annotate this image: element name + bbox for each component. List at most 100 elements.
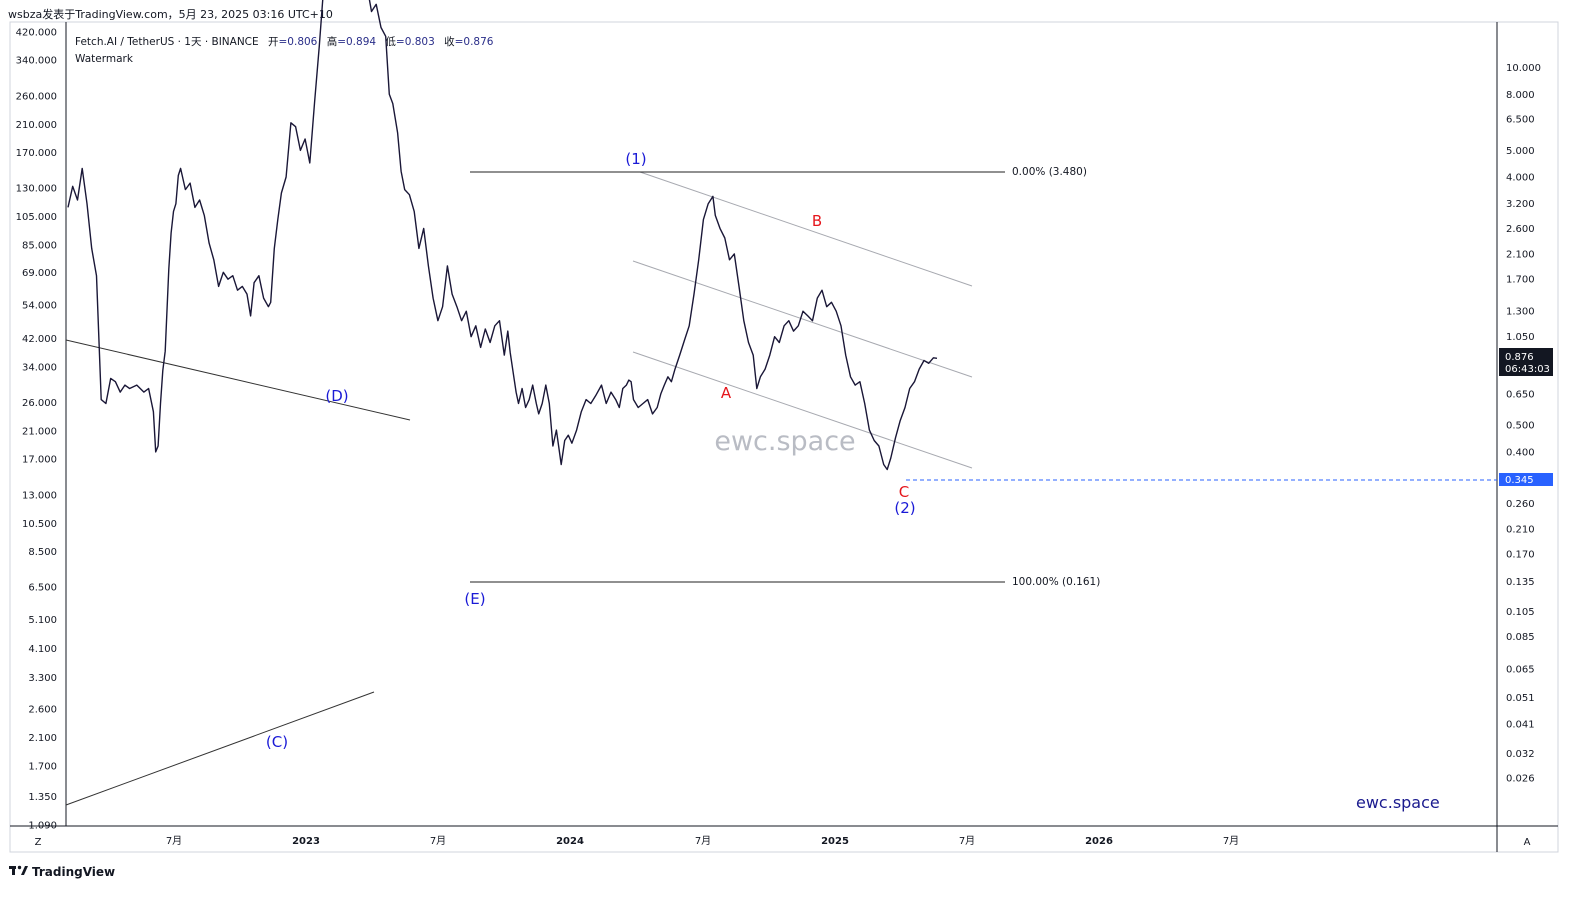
left-axis-tick-label: 2.100 xyxy=(28,733,57,744)
left-axis-tick-label: 1.350 xyxy=(28,792,57,803)
center-watermark: ewc.space xyxy=(714,426,855,457)
tradingview-wordmark: TradingView xyxy=(32,865,115,879)
bar-countdown: 06:43:03 xyxy=(1505,364,1550,375)
fib-label-0: 0.00% (3.480) xyxy=(1012,166,1087,178)
current-price-value: 0.876 xyxy=(1505,352,1534,363)
price-series-line xyxy=(67,0,938,471)
time-axis: 7月 2023 7月 2024 7月 2025 7月 2026 7月 xyxy=(166,835,1239,847)
fib-label-100: 100.00% (0.161) xyxy=(1012,576,1100,588)
trend-lines xyxy=(65,171,973,806)
left-axis-tick-label: 5.100 xyxy=(28,615,57,626)
time-axis-tick-label: 2023 xyxy=(292,836,320,847)
right-axis-tick-label: 1.300 xyxy=(1506,307,1535,318)
upper-triangle-line xyxy=(65,339,411,421)
right-axis-tick-label: 1.050 xyxy=(1506,332,1535,343)
left-axis-tick-label: 170.000 xyxy=(16,148,57,159)
wave-label-b: B xyxy=(812,212,822,230)
close-value: =0.876 xyxy=(455,36,494,48)
left-axis-tick-label: 13.000 xyxy=(22,490,57,501)
right-axis-tick-label: 0.051 xyxy=(1506,693,1535,704)
time-axis-tick-label: 7月 xyxy=(695,835,711,847)
time-axis-tick-label: 7月 xyxy=(959,835,975,847)
left-axis-tick-label: 34.000 xyxy=(22,362,57,373)
left-axis-tick-label: 105.000 xyxy=(16,212,57,223)
right-axis-tick-label: 0.085 xyxy=(1506,632,1535,643)
close-label: 收 xyxy=(444,35,455,48)
left-axis-tick-label: 1.700 xyxy=(28,761,57,772)
chart-frame xyxy=(9,21,1559,853)
right-axis-tick-label: 0.260 xyxy=(1506,499,1535,510)
right-axis-tick-label: 0.500 xyxy=(1506,421,1535,432)
left-axis-tick-label: 17.000 xyxy=(22,455,57,466)
lower-triangle-line xyxy=(65,691,375,806)
left-axis-tick-label: 210.000 xyxy=(16,120,57,131)
right-axis-tick-label: 2.600 xyxy=(1506,224,1535,235)
left-axis-tick-label: 340.000 xyxy=(16,56,57,67)
left-axis-tick-label: 42.000 xyxy=(22,334,57,345)
right-axis-tick-label: 2.100 xyxy=(1506,249,1535,260)
left-axis-tick-label: 54.000 xyxy=(22,301,57,312)
time-axis-tick-label: 7月 xyxy=(430,835,446,847)
low-label: 低 xyxy=(385,35,396,48)
wave-label-c: C xyxy=(899,483,909,501)
high-label: 高 xyxy=(327,35,338,48)
wave-label-d: (D) xyxy=(325,387,348,405)
current-price-tag[interactable]: 0.876 06:43:03 xyxy=(1499,348,1553,376)
right-axis-tick-label: 0.105 xyxy=(1506,607,1535,618)
corner-watermark: ewc.space xyxy=(1356,793,1440,812)
time-axis-tick-label: 2025 xyxy=(821,836,849,847)
left-axis-tick-label: 2.600 xyxy=(28,705,57,716)
right-axis-tick-label: 8.000 xyxy=(1506,90,1535,101)
right-axis-tick-label: 10.000 xyxy=(1506,63,1541,74)
left-axis-tick-label: 3.300 xyxy=(28,673,57,684)
wave-label-2: (2) xyxy=(894,499,915,517)
left-axis-tick-label: 420.000 xyxy=(16,28,57,39)
channel-middle-line xyxy=(632,260,973,378)
level-price-tag[interactable]: 0.345 xyxy=(1499,473,1553,486)
right-axis-tick-label: 0.026 xyxy=(1506,774,1535,785)
right-axis-tick-label: 0.170 xyxy=(1506,550,1535,561)
channel-upper-line xyxy=(639,171,973,287)
left-axis-tick-label: 130.000 xyxy=(16,184,57,195)
publish-line: wsbza发表于TradingView.com，5月 23, 2025 03:1… xyxy=(8,7,333,21)
tradingview-brand[interactable]: TradingView xyxy=(9,865,115,879)
level-price-value: 0.345 xyxy=(1505,475,1534,486)
watermark-legend: Watermark xyxy=(75,53,134,65)
low-value: =0.803 xyxy=(396,36,435,48)
symbol-name: Fetch.AI / TetherUS · 1天 · BINANCE xyxy=(75,36,259,48)
time-axis-tick-label: 2024 xyxy=(556,836,584,847)
symbol-legend: Fetch.AI / TetherUS · 1天 · BINANCE 开=0.8… xyxy=(75,35,494,65)
right-axis-tick-label: 0.400 xyxy=(1506,447,1535,458)
tradingview-logo-icon xyxy=(9,865,28,875)
wave-label-c-lower: (C) xyxy=(266,733,288,751)
wave-label-1: (1) xyxy=(625,150,646,168)
time-axis-tick-label: 2026 xyxy=(1085,836,1113,847)
left-axis-tick-label: 21.000 xyxy=(22,426,57,437)
right-axis-tick-label: 0.032 xyxy=(1506,749,1535,760)
right-axis-tick-label: 1.700 xyxy=(1506,275,1535,286)
fib-retracement[interactable]: 0.00% (3.480) 100.00% (0.161) xyxy=(470,166,1100,588)
right-axis-tick-label: 4.000 xyxy=(1506,173,1535,184)
wave-label-e: (E) xyxy=(464,590,485,608)
left-axis-tick-label: 26.000 xyxy=(22,398,57,409)
time-axis-tick-label: 7月 xyxy=(166,835,182,847)
left-price-axis: 420.000 340.000 260.000 210.000 170.000 130.0… xyxy=(16,28,57,832)
left-axis-tick-label: 4.100 xyxy=(28,644,57,655)
right-axis-tick-label: 0.065 xyxy=(1506,664,1535,675)
left-axis-tick-label: 260.000 xyxy=(16,91,57,102)
left-axis-tick-label: 85.000 xyxy=(22,240,57,251)
channel-lower-line xyxy=(632,351,973,469)
right-axis-tick-label: 0.135 xyxy=(1506,577,1535,588)
axis-corner-right[interactable]: A xyxy=(1524,837,1531,848)
left-axis-tick-label: 69.000 xyxy=(22,268,57,279)
time-axis-tick-label: 7月 xyxy=(1223,835,1239,847)
open-value: =0.806 xyxy=(279,36,318,48)
left-axis-tick-label: 8.500 xyxy=(28,547,57,558)
axis-corner-left[interactable]: Z xyxy=(35,837,42,848)
open-label: 开 xyxy=(268,36,279,48)
svg-text:Fetch.AI / TetherUS · 1天 · BIN: Fetch.AI / TetherUS · 1天 · BINANCE 开=0.8… xyxy=(75,35,494,48)
high-value: =0.894 xyxy=(337,36,376,48)
wave-labels: (1) B A C (2) (D) (E) (C) xyxy=(266,150,916,751)
right-axis-tick-label: 3.200 xyxy=(1506,199,1535,210)
